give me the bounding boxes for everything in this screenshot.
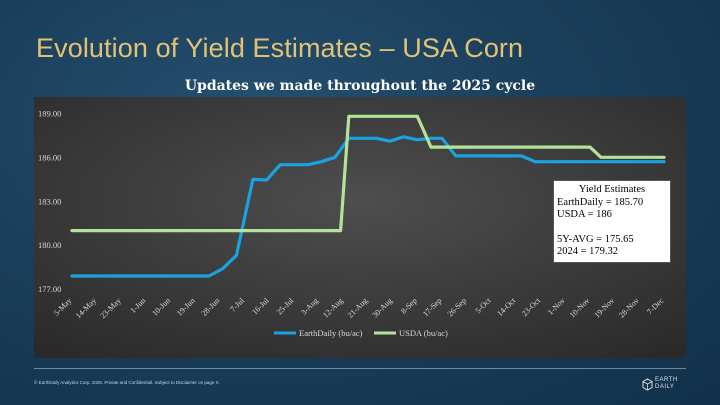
yield-2024: 2024 = 179.32 [557,246,619,257]
logo-line-2: DAILY [655,384,675,390]
legend-label: EarthDaily (bu/ac) [299,328,363,338]
earthdaily-estimate: EarthDaily = 185.70 [557,196,644,208]
y-tick-label: 183.00 [38,196,61,206]
legend-label: USDA (bu/ac) [399,328,448,338]
logo-mark-icon [642,378,653,391]
footer-divider [34,368,686,369]
earthdaily-series-line [70,135,666,278]
y-tick-label: 186.00 [38,152,61,162]
spacer [557,222,667,234]
y-tick-label: 177.00 [38,284,61,294]
usda-series-line [70,114,666,233]
slide-title: Evolution of Yield Estimates – USA Corn [36,33,524,63]
yield-estimates-box-title: Yield Estimates [578,184,646,195]
chart-legend: EarthDaily (bu/ac) USDA (bu/ac) [274,328,448,338]
y-tick-label: 180.00 [38,240,61,250]
footer-disclaimer: © EarthDaily Analytics Corp. 2025. Priva… [34,380,220,385]
earthdaily-logo: EARTH DAILY [642,374,692,396]
logo-wordmark: EARTH DAILY [655,377,678,391]
yield-estimates-box: Yield Estimates EarthDaily = 185.70 USDA… [553,180,671,263]
usda-estimate: USDA = 186 [557,209,612,220]
series-lines [70,114,666,278]
chart-subtitle: Updates we made throughout the 2025 cycl… [184,78,536,94]
logo-line-1: EARTH [655,377,678,383]
y-axis: 177.00 180.00 183.00 186.00 189.00 [38,108,61,294]
y-tick-label: 189.00 [38,108,61,118]
five-year-average: 5Y-AVG = 175.65 [557,233,634,245]
